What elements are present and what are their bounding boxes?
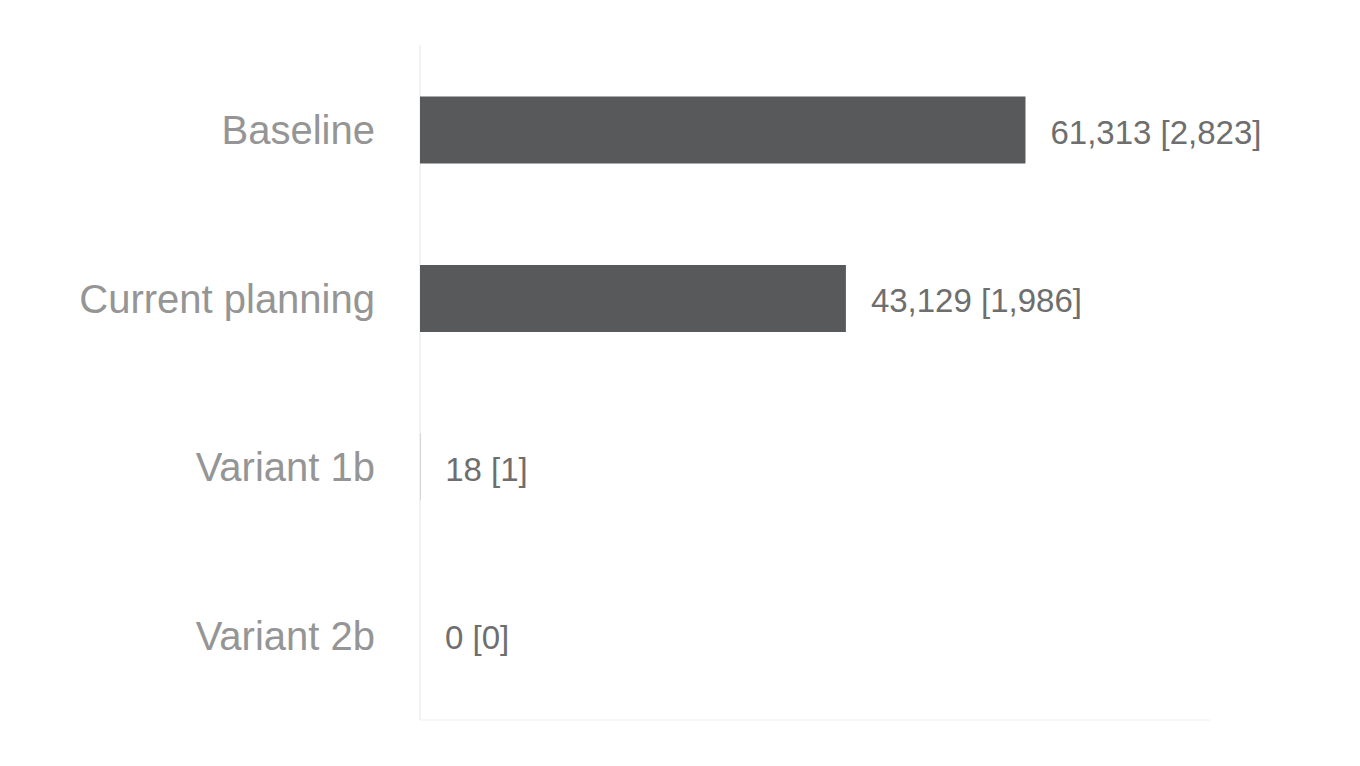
data-label: 43,129 [1,986]: [871, 282, 1082, 319]
bar: [420, 265, 846, 332]
data-label: 61,313 [2,823]: [1050, 114, 1261, 151]
bar: [420, 434, 421, 501]
chart: Baseline 61,313 [2,823] Current planning 43…: [0, 0, 1360, 766]
bar: [420, 602, 421, 669]
category-label: Current planning: [79, 277, 375, 321]
bar: [420, 97, 1025, 164]
data-label: 18 [1]: [445, 451, 528, 488]
data-label: 0 [0]: [445, 619, 509, 656]
value-axis: [420, 720, 1210, 721]
category-label: Variant 1b: [196, 445, 375, 489]
category-label: Variant 2b: [196, 614, 375, 658]
category-label: Baseline: [222, 108, 375, 152]
